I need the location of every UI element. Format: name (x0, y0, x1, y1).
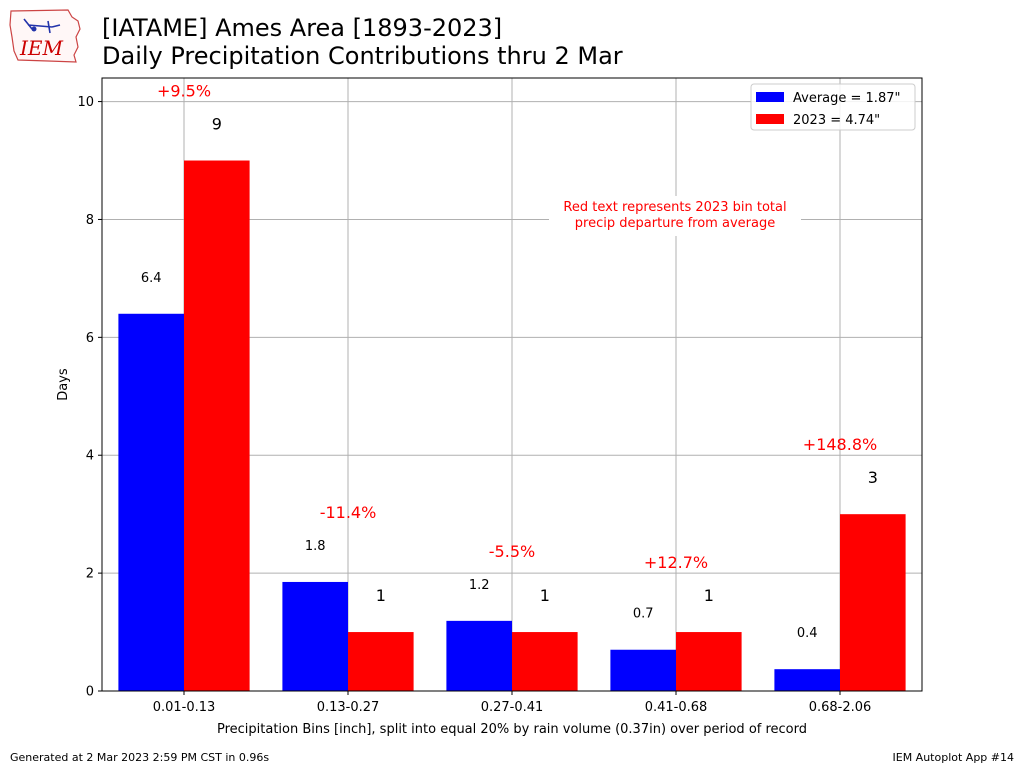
generated-timestamp: Generated at 2 Mar 2023 2:59 PM CST in 0… (10, 751, 270, 764)
bar-2023 (348, 632, 414, 691)
departure-label: -11.4% (320, 503, 377, 522)
average-value-label: 0.4 (797, 626, 818, 641)
y-tick-label: 4 (86, 449, 94, 464)
autoplot-credit: IEM Autoplot App #14 (892, 751, 1015, 764)
legend-label: 2023 = 4.74" (793, 113, 880, 128)
bar-average (446, 620, 512, 691)
logo-text: IEM (19, 36, 64, 60)
x-tick-label: 0.13-0.27 (317, 700, 380, 715)
departure-label: -5.5% (489, 542, 535, 561)
annotation-line: precip departure from average (575, 216, 775, 231)
bar-2023 (512, 632, 578, 691)
annotation-text: Red text represents 2023 bin total precip… (563, 200, 786, 231)
y-tick-label: 8 (86, 213, 94, 228)
chart-title: [IATAME] Ames Area [1893-2023] (102, 14, 503, 42)
legend-box (750, 83, 916, 131)
x-tick-label: 0.01-0.13 (153, 700, 216, 715)
bar-average (774, 669, 840, 691)
2023-value-label: 9 (212, 115, 222, 134)
departure-label: +12.7% (644, 553, 708, 572)
x-axis-label: Precipitation Bins [inch], split into eq… (217, 722, 807, 737)
chart-subtitle: Daily Precipitation Contributions thru 2… (102, 42, 623, 70)
2023-value-label: 1 (376, 586, 386, 605)
bars (118, 160, 906, 691)
average-value-label: 6.4 (141, 271, 162, 286)
y-tick-label: 6 (86, 331, 94, 346)
annotation-line: Red text represents 2023 bin total (563, 200, 786, 215)
x-tick-label: 0.68-2.06 (809, 700, 872, 715)
bar-average (118, 313, 184, 691)
data-labels: 6.4 9+9.5% 1.8 1 -11.4% 1.2 1 -5.5% 0.7 1 +12.7% 0.… (141, 82, 878, 642)
x-tick-label: 0.41-0.68 (645, 700, 708, 715)
legend-label: Average = 1.87" (793, 91, 900, 106)
bar-average (282, 581, 348, 691)
2023-value-label: 1 (540, 586, 550, 605)
departure-label: +148.8% (803, 435, 877, 454)
annotation-background (549, 196, 801, 236)
y-tick-label: 10 (77, 95, 94, 110)
y-tick-label: 2 (86, 567, 94, 582)
legend-swatch (756, 114, 784, 124)
average-value-label: 1.8 (305, 539, 326, 554)
annotation: Red text represents 2023 bin total precip… (549, 196, 801, 236)
bar-2023 (676, 632, 742, 691)
iem-logo: IEM (8, 7, 86, 69)
2023-value-label: 3 (868, 468, 878, 487)
y-axis-label: Days (56, 368, 71, 401)
departure-label: +9.5% (157, 82, 211, 101)
bar-average (610, 649, 676, 691)
bar-2023 (840, 514, 906, 691)
y-tick-label: 0 (86, 685, 94, 700)
average-value-label: 1.2 (469, 578, 490, 593)
2023-value-label: 1 (704, 586, 714, 605)
legend: Average = 1.87" 2023 = 4.74" (750, 83, 916, 131)
x-tick-label: 0.27-0.41 (481, 700, 544, 715)
average-value-label: 0.7 (633, 607, 654, 622)
axes: 0 2 4 6 8 10 0.01-0.13 0.13-0.27 0.27-0.41 0.41-0… (77, 95, 871, 715)
legend-swatch (756, 92, 784, 102)
bar-2023 (184, 160, 250, 691)
